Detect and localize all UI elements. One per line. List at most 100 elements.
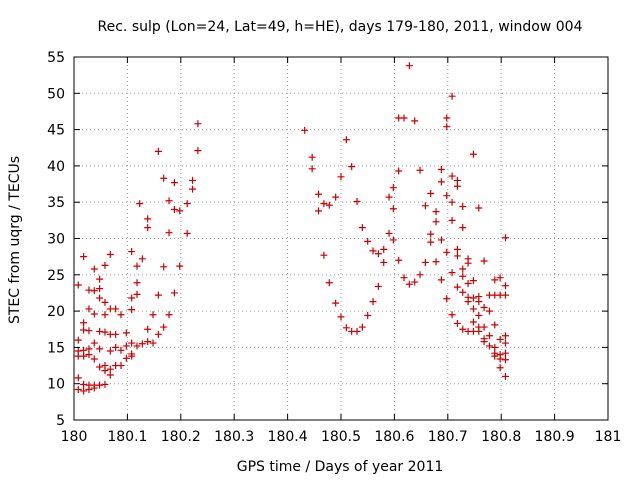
y-tick-label: 50 [47,86,65,102]
data-point [96,345,104,353]
data-point [90,265,98,273]
data-point [448,311,456,319]
data-points [74,62,509,395]
x-tick-label: 181 [595,429,622,445]
data-point [464,298,472,306]
data-point [353,327,361,335]
chart-title: Rec. sulp (Lon=24, Lat=49, h=HE), days 1… [98,19,583,35]
data-point [128,352,136,360]
x-tick-label: 180.8 [481,429,521,445]
x-tick-label: 180.6 [374,429,414,445]
data-point [464,280,472,288]
data-point [485,332,493,340]
data-point [459,224,467,232]
data-point [80,352,88,360]
data-point [380,245,388,253]
data-point [320,200,328,208]
data-point [475,311,483,319]
y-tick-label: 40 [47,159,65,175]
data-point [194,147,202,155]
x-tick-label: 180.1 [107,429,147,445]
data-point [501,282,509,290]
data-point [189,185,197,193]
data-point [443,114,451,122]
data-point [85,386,93,394]
data-point [469,305,477,313]
data-point [136,200,144,208]
data-point [501,339,509,347]
data-point [96,275,104,283]
data-point [395,256,403,264]
data-point [364,311,372,319]
data-point [496,355,504,363]
data-point [400,274,408,282]
data-point [308,153,316,161]
data-point [160,263,168,271]
data-point [342,324,350,332]
data-point [427,189,435,197]
data-point [337,173,345,181]
data-point [496,335,504,343]
y-tick-label: 15 [47,340,65,356]
data-point [189,176,197,184]
data-point [453,319,461,327]
data-point [122,329,130,337]
data-point [144,325,152,333]
data-point [133,279,141,287]
data-point [101,298,109,306]
data-point [301,126,309,134]
data-point [464,259,472,267]
data-point [459,272,467,280]
data-point [416,271,424,279]
data-point [96,381,104,389]
data-point [400,114,408,122]
data-point [183,229,191,237]
y-tick-label: 10 [47,377,65,393]
data-point [480,323,488,331]
data-point [96,363,104,371]
data-point [160,174,168,182]
data-point [427,230,435,238]
data-point [128,339,136,347]
data-point [485,342,493,350]
data-point [165,311,173,319]
data-point [90,310,98,318]
data-point [496,364,504,372]
x-tick-label: 180.7 [428,429,468,445]
data-point [443,248,451,256]
x-tick-label: 180 [61,429,88,445]
data-point [154,291,162,299]
data-point [437,166,445,174]
data-point [90,355,98,363]
data-point [448,92,456,100]
y-tick-label: 55 [47,50,65,66]
data-point [315,207,323,215]
data-point [80,253,88,261]
data-point [149,339,157,347]
data-point [325,279,333,287]
data-point [165,197,173,205]
data-point [133,262,141,270]
data-point [337,313,345,321]
data-point [411,278,419,286]
data-point [144,338,152,346]
data-point [389,236,397,244]
data-point [496,274,504,282]
y-tick-label: 45 [47,123,65,139]
x-tick-label: 180.5 [321,429,361,445]
data-point [369,247,377,255]
x-axis-title: GPS time / Days of year 2011 [237,459,444,475]
data-point [427,238,435,246]
data-point [369,298,377,306]
y-tick-label: 30 [47,232,65,248]
data-point [101,328,109,336]
data-point [80,387,88,395]
data-point [459,265,467,273]
data-point [144,215,152,223]
data-point [133,290,141,298]
data-point [90,339,98,347]
data-point [112,330,120,338]
data-point [85,305,93,313]
